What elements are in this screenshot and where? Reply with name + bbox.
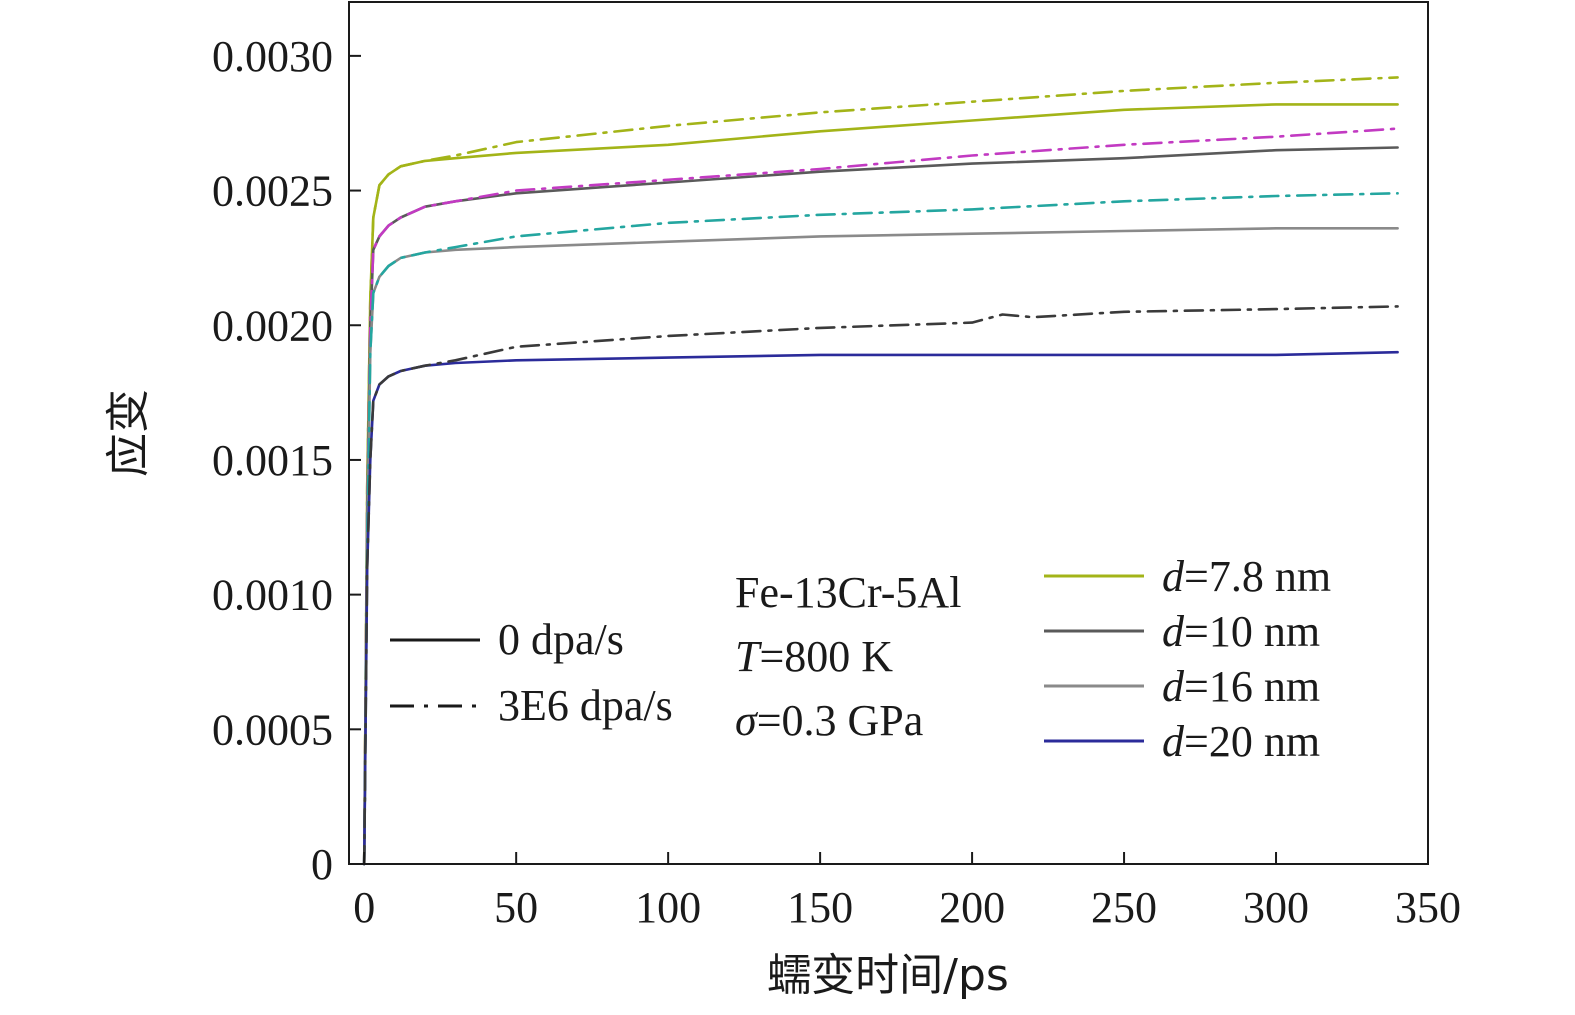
x-tick-label: 250 [1091,883,1157,932]
annotation-temperature-value: =800 K [759,632,893,681]
plot-frame [348,1,1429,865]
series-layer [362,76,1399,866]
y-axis: 0 0.0005 0.0010 0.0015 0.0020 0.0025 0.0030 [212,32,361,889]
x-tick-label: 200 [939,883,1005,932]
y-axis-title: 应变 [103,389,154,477]
legend-size-label-2-symbol: d [1162,662,1185,711]
legend-size-label-3: d=20 nm [1162,717,1320,766]
series-line-d-16-nm-unirradiated [362,227,1399,866]
x-axis-title: 蠕变时间/ps [767,950,1009,1001]
legend-size-label-0-symbol: d [1162,552,1185,601]
annotation-stress: σ=0.3 GPa [735,696,923,745]
series-line-d-10-nm-irradiated [362,127,1399,866]
legend-size-label-3-value: =20 nm [1184,717,1320,766]
x-axis: 0 50 100 150 200 250 300 350 [353,852,1461,932]
series-line-d-16-nm-irradiated [362,192,1399,866]
x-tick-label: 350 [1395,883,1461,932]
series-line-d-20-nm-irradiated [362,305,1399,866]
condition-annotation: Fe-13Cr-5Al T=800 K σ=0.3 GPa [735,568,961,745]
x-tick-label: 100 [635,883,701,932]
legend-size-label-1: d=10 nm [1162,607,1320,656]
legend-size-label-3-symbol: d [1162,717,1185,766]
y-tick-label: 0.0025 [212,167,333,216]
annotation-material: Fe-13Cr-5Al [735,568,961,617]
annotation-stress-value: =0.3 GPa [757,696,924,745]
legend-style-label-1: 3E6 dpa/s [498,681,673,730]
y-tick-label: 0.0005 [212,705,333,754]
series-line-d-10-nm-unirradiated [362,146,1399,866]
legend-size-label-0-value: =7.8 nm [1184,552,1331,601]
x-tick-label: 150 [787,883,853,932]
legend-size-label-1-symbol: d [1162,607,1185,656]
y-tick-label: 0.0015 [212,436,333,485]
y-tick-label: 0.0030 [212,32,333,81]
legend-size-label-1-value: =10 nm [1184,607,1320,656]
y-tick-label: 0.0010 [212,571,333,620]
x-tick-label: 0 [353,883,375,932]
size-legend: d=7.8 nm d=10 nm d=16 nm d=20 nm [1044,552,1331,766]
legend-size-label-2: d=16 nm [1162,662,1320,711]
legend-size-label-2-value: =16 nm [1184,662,1320,711]
legend-size-label-0: d=7.8 nm [1162,552,1331,601]
line-style-legend: 0 dpa/s 3E6 dpa/s [390,615,673,730]
x-tick-label: 50 [494,883,538,932]
legend-style-label-0: 0 dpa/s [498,615,624,664]
y-tick-label: 0 [311,840,333,889]
annotation-temperature-symbol: T [735,632,763,681]
annotation-stress-symbol: σ [735,696,759,745]
x-tick-label: 300 [1243,883,1309,932]
annotation-temperature: T=800 K [735,632,893,681]
y-tick-label: 0.0020 [212,301,333,350]
